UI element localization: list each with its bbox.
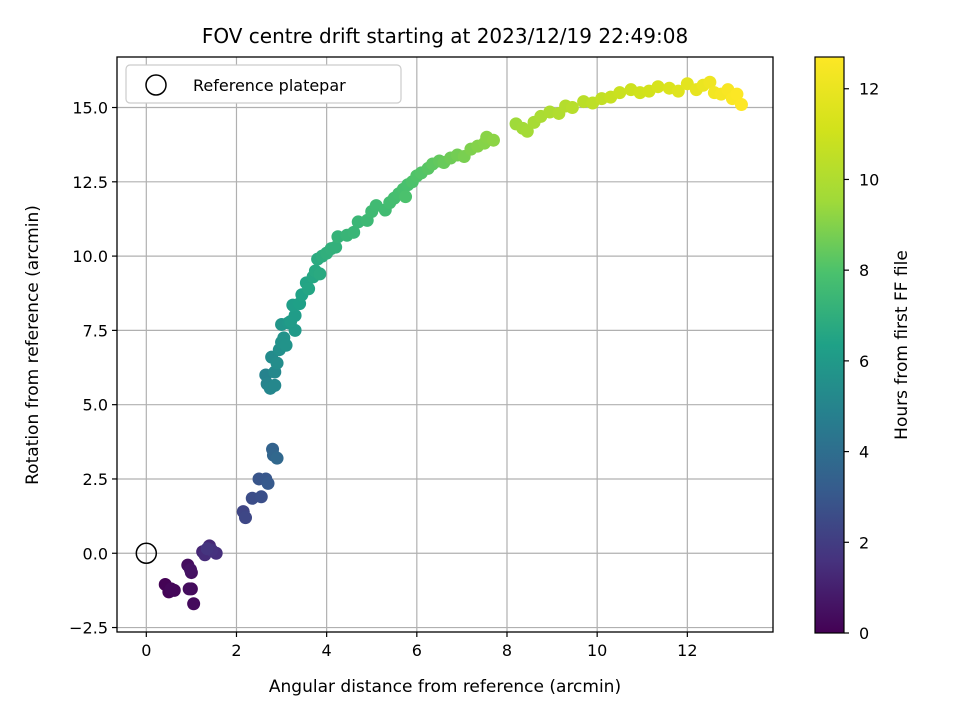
data-points <box>135 75 748 611</box>
data-point <box>399 190 413 204</box>
reference-platepar-marker-icon <box>145 74 167 96</box>
data-point <box>329 240 343 254</box>
data-point <box>238 511 252 525</box>
colorbar-tick-label: 2 <box>859 533 869 552</box>
data-point <box>288 309 302 323</box>
x-tick-label: 10 <box>587 641 607 660</box>
data-point <box>268 378 282 392</box>
legend-box <box>125 64 402 104</box>
colorbar-tick-label: 4 <box>859 443 869 462</box>
y-tick-label: 2.5 <box>83 470 108 489</box>
chart-title: FOV centre drift starting at 2023/12/19 … <box>202 24 688 48</box>
y-axis-ticks: −2.5 0.0 2.5 5.0 7.5 10.0 12.5 15.0 <box>69 99 117 638</box>
data-point <box>261 476 275 490</box>
data-point <box>164 582 178 596</box>
y-tick-label: 15.0 <box>72 99 108 118</box>
y-tick-label: 10.0 <box>72 247 108 266</box>
gridlines <box>117 57 773 632</box>
data-point <box>613 86 627 100</box>
colorbar-ticks: 0 2 4 6 8 10 12 <box>844 80 879 643</box>
data-point <box>730 87 744 101</box>
x-axis-label: Angular distance from reference (arcmin) <box>269 677 621 697</box>
colorbar-tick-label: 0 <box>859 624 869 643</box>
data-point <box>703 75 717 89</box>
data-point <box>486 133 500 147</box>
data-point <box>734 98 748 112</box>
y-tick-label: 0.0 <box>83 544 108 563</box>
data-point <box>302 282 316 296</box>
colorbar-tick-label: 6 <box>859 352 869 371</box>
x-tick-label: 8 <box>502 641 512 660</box>
data-point <box>520 124 534 138</box>
data-point <box>313 267 327 281</box>
colorbar-gradient <box>814 56 845 634</box>
y-axis-label: Rotation from reference (arcmin) <box>23 205 43 485</box>
y-tick-label: 12.5 <box>72 173 108 192</box>
y-tick-label: 7.5 <box>83 321 108 340</box>
data-point <box>279 338 293 352</box>
colorbar-tick-label: 10 <box>859 170 879 189</box>
legend-label-reference-platepar: Reference platepar <box>193 76 346 95</box>
data-point <box>347 225 361 239</box>
data-point <box>565 101 579 115</box>
y-tick-label: 5.0 <box>83 396 108 415</box>
data-point <box>270 451 284 465</box>
colorbar-tick-label: 12 <box>859 80 879 99</box>
x-axis-ticks: 0 2 4 6 8 10 12 <box>141 632 698 660</box>
x-tick-label: 4 <box>322 641 332 660</box>
data-point <box>254 490 268 504</box>
data-point <box>182 582 196 596</box>
y-tick-label: −2.5 <box>69 619 108 638</box>
data-point <box>200 542 214 556</box>
x-tick-label: 12 <box>677 641 697 660</box>
colorbar-label: Hours from first FF file <box>892 250 912 440</box>
data-point <box>651 80 665 94</box>
reference-platepar-point <box>135 542 158 565</box>
legend: Reference platepar <box>125 64 402 104</box>
data-point <box>183 563 197 577</box>
x-tick-label: 0 <box>141 641 151 660</box>
data-point <box>270 356 284 370</box>
colorbar-tick-label: 8 <box>859 261 869 280</box>
plot-area-frame <box>116 56 774 633</box>
data-point <box>187 597 201 611</box>
x-tick-label: 6 <box>412 641 422 660</box>
data-point <box>671 84 685 98</box>
colorbar: 0 2 4 6 8 10 12 Hours from first FF file <box>814 56 912 643</box>
x-tick-label: 2 <box>231 641 241 660</box>
